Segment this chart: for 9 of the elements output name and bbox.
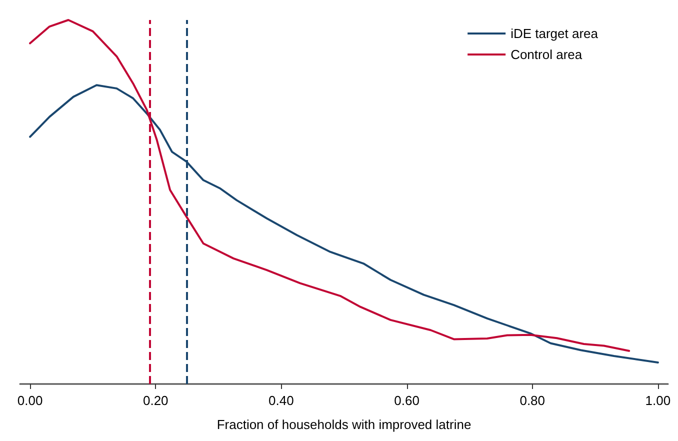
x-tick-label: 0.80 (520, 393, 546, 408)
legend-label: iDE target area (510, 26, 599, 41)
x-tick-label: 0.00 (17, 393, 43, 408)
x-tick-label: 1.00 (645, 393, 671, 408)
x-tick-label: 0.40 (268, 393, 294, 408)
x-tick-label: 0.60 (394, 393, 420, 408)
x-axis-title: Fraction of households with improved latrine (216, 417, 472, 432)
x-tick-label: 0.20 (142, 393, 168, 408)
legend-label: Control area (510, 47, 583, 62)
